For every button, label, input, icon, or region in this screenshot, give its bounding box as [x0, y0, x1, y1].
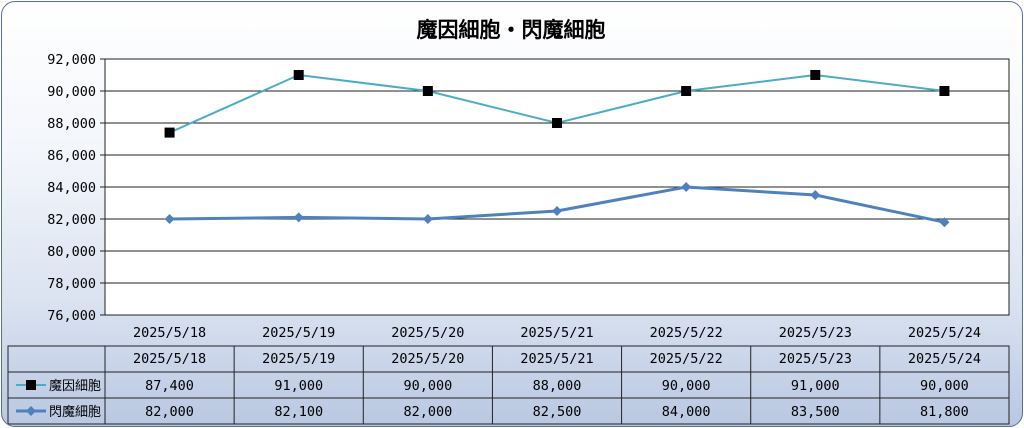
data-point	[293, 212, 304, 223]
table-header-cell: 2025/5/22	[650, 351, 723, 367]
y-tick-label: 78,000	[47, 276, 96, 292]
table-header-cell: 2025/5/21	[520, 351, 593, 367]
y-tick-label: 92,000	[47, 52, 96, 68]
data-point	[681, 86, 692, 96]
y-tick-label: 80,000	[47, 244, 96, 260]
y-tick-label: 90,000	[47, 84, 96, 100]
x-tick-label: 2025/5/18	[133, 325, 206, 341]
y-tick-label: 82,000	[47, 212, 96, 228]
x-tick-label: 2025/5/21	[520, 325, 593, 341]
data-point	[552, 118, 562, 128]
plot-area	[104, 58, 1010, 316]
table-header-cell: 2025/5/19	[262, 351, 335, 367]
data-point	[810, 190, 821, 200]
table-value-cell: 91,000	[274, 378, 323, 394]
table-header-cell: 2025/5/23	[779, 351, 852, 367]
table-value-cell: 82,000	[403, 404, 452, 420]
x-tick-label: 2025/5/19	[262, 325, 335, 341]
table-value-cell: 91,000	[791, 378, 840, 394]
data-point	[939, 86, 950, 96]
legend-key-marker	[26, 406, 36, 416]
table-header-cell: 2025/5/24	[908, 351, 981, 367]
table-value-cell: 87,400	[145, 378, 194, 394]
data-point	[422, 86, 433, 96]
table-value-cell: 83,500	[791, 404, 840, 420]
table-value-cell: 81,800	[920, 404, 969, 420]
data-table: 2025/5/18 2025/5/19 2025/5/20 2025/5/21 2025…	[7, 345, 1010, 425]
y-tick-label: 76,000	[47, 308, 96, 324]
y-tick-label: 86,000	[47, 148, 96, 164]
y-tick-label: 88,000	[47, 116, 96, 132]
x-axis: 2025/5/18 2025/5/19 2025/5/20 2025/5/21 2025…	[133, 325, 981, 341]
table-value-cell: 82,000	[145, 404, 194, 420]
x-tick-label: 2025/5/24	[908, 325, 981, 341]
x-tick-label: 2025/5/22	[650, 325, 723, 341]
x-tick-label: 2025/5/23	[779, 325, 852, 341]
table-value-cell: 84,000	[662, 404, 711, 420]
table-value-cell: 82,500	[533, 404, 582, 420]
data-point	[810, 70, 821, 80]
table-value-cell: 90,000	[403, 378, 452, 394]
data-point	[939, 217, 950, 228]
legend-label: 閃魔細胞	[49, 405, 101, 420]
table-value-cell: 82,100	[274, 404, 323, 420]
legend-label: 魔因細胞	[49, 379, 101, 394]
data-point	[293, 70, 304, 80]
data-point	[164, 127, 175, 138]
data-point	[552, 206, 562, 216]
x-tick-label: 2025/5/20	[391, 325, 464, 341]
chart-title: 魔因細胞・閃魔細胞	[417, 18, 606, 42]
data-point	[422, 214, 433, 224]
legend-key-marker	[26, 380, 36, 390]
data-point	[681, 182, 692, 192]
table-value-cell: 88,000	[533, 378, 582, 394]
y-tick-label: 84,000	[47, 180, 96, 196]
series-layer	[164, 70, 950, 228]
table-header-cell: 2025/5/20	[391, 351, 464, 367]
data-point	[164, 214, 175, 224]
table-header-cell: 2025/5/18	[133, 351, 206, 367]
table-value-cell: 90,000	[662, 378, 711, 394]
y-axis: 76,000 78,000 80,000 82,000 84,000 86,000 88,0…	[47, 52, 105, 324]
table-value-cell: 90,000	[920, 378, 969, 394]
